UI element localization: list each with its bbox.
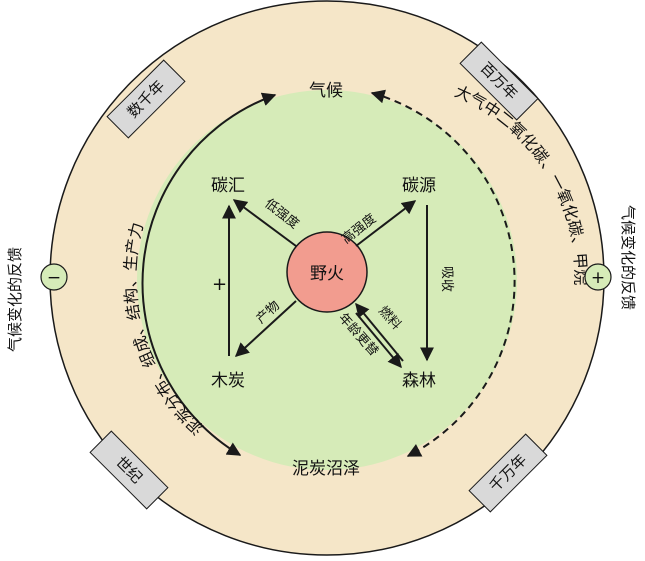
dashed-arc-arrow	[370, 89, 516, 457]
node-carbon-source: 碳源	[402, 176, 436, 196]
feedback-positive-circle	[584, 263, 612, 291]
label-absorb: 吸收	[439, 266, 454, 292]
node-charcoal: 木炭	[211, 371, 245, 391]
node-climate: 气候	[309, 81, 343, 101]
feedback-positive-sign: +	[591, 268, 605, 288]
wildfire-circle	[286, 231, 368, 313]
tag-bottom-right: 千万年	[468, 433, 548, 513]
solid-arc-arrow	[141, 92, 277, 456]
node-forest: 森林	[402, 371, 436, 391]
arrow-to-carbon-sink	[232, 199, 297, 247]
feedback-negative-sign: −	[47, 268, 61, 288]
feedback-left-text: 气候变化的反馈	[6, 247, 24, 352]
arrow-to-carbon-source	[355, 200, 417, 247]
arrow-fire-to-forest	[355, 312, 402, 369]
arrow-to-charcoal	[234, 300, 297, 357]
wildfire-label: 野火	[310, 264, 344, 284]
node-carbon-sink: 碳汇	[211, 176, 245, 196]
feedback-negative-circle	[40, 263, 68, 291]
arrow-forest-to-fire	[355, 302, 404, 362]
feedback-right-text: 气候变化的反馈	[619, 205, 637, 310]
node-peat: 泥炭沼泽	[292, 459, 360, 479]
label-plus: +	[212, 274, 227, 295]
